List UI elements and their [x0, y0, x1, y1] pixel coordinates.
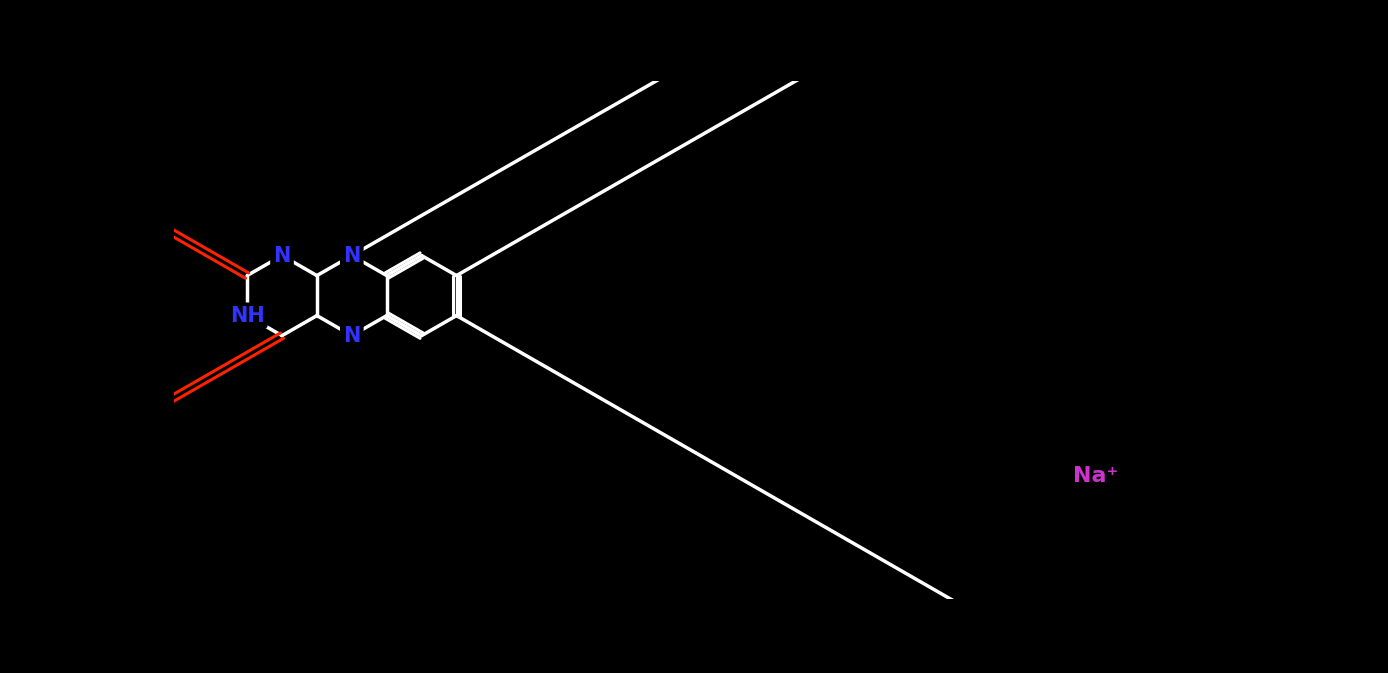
Text: N: N: [273, 246, 290, 266]
Text: Na⁺: Na⁺: [1073, 466, 1119, 486]
Text: N: N: [343, 326, 361, 346]
Text: N: N: [343, 246, 361, 266]
Text: NH: NH: [230, 306, 265, 326]
